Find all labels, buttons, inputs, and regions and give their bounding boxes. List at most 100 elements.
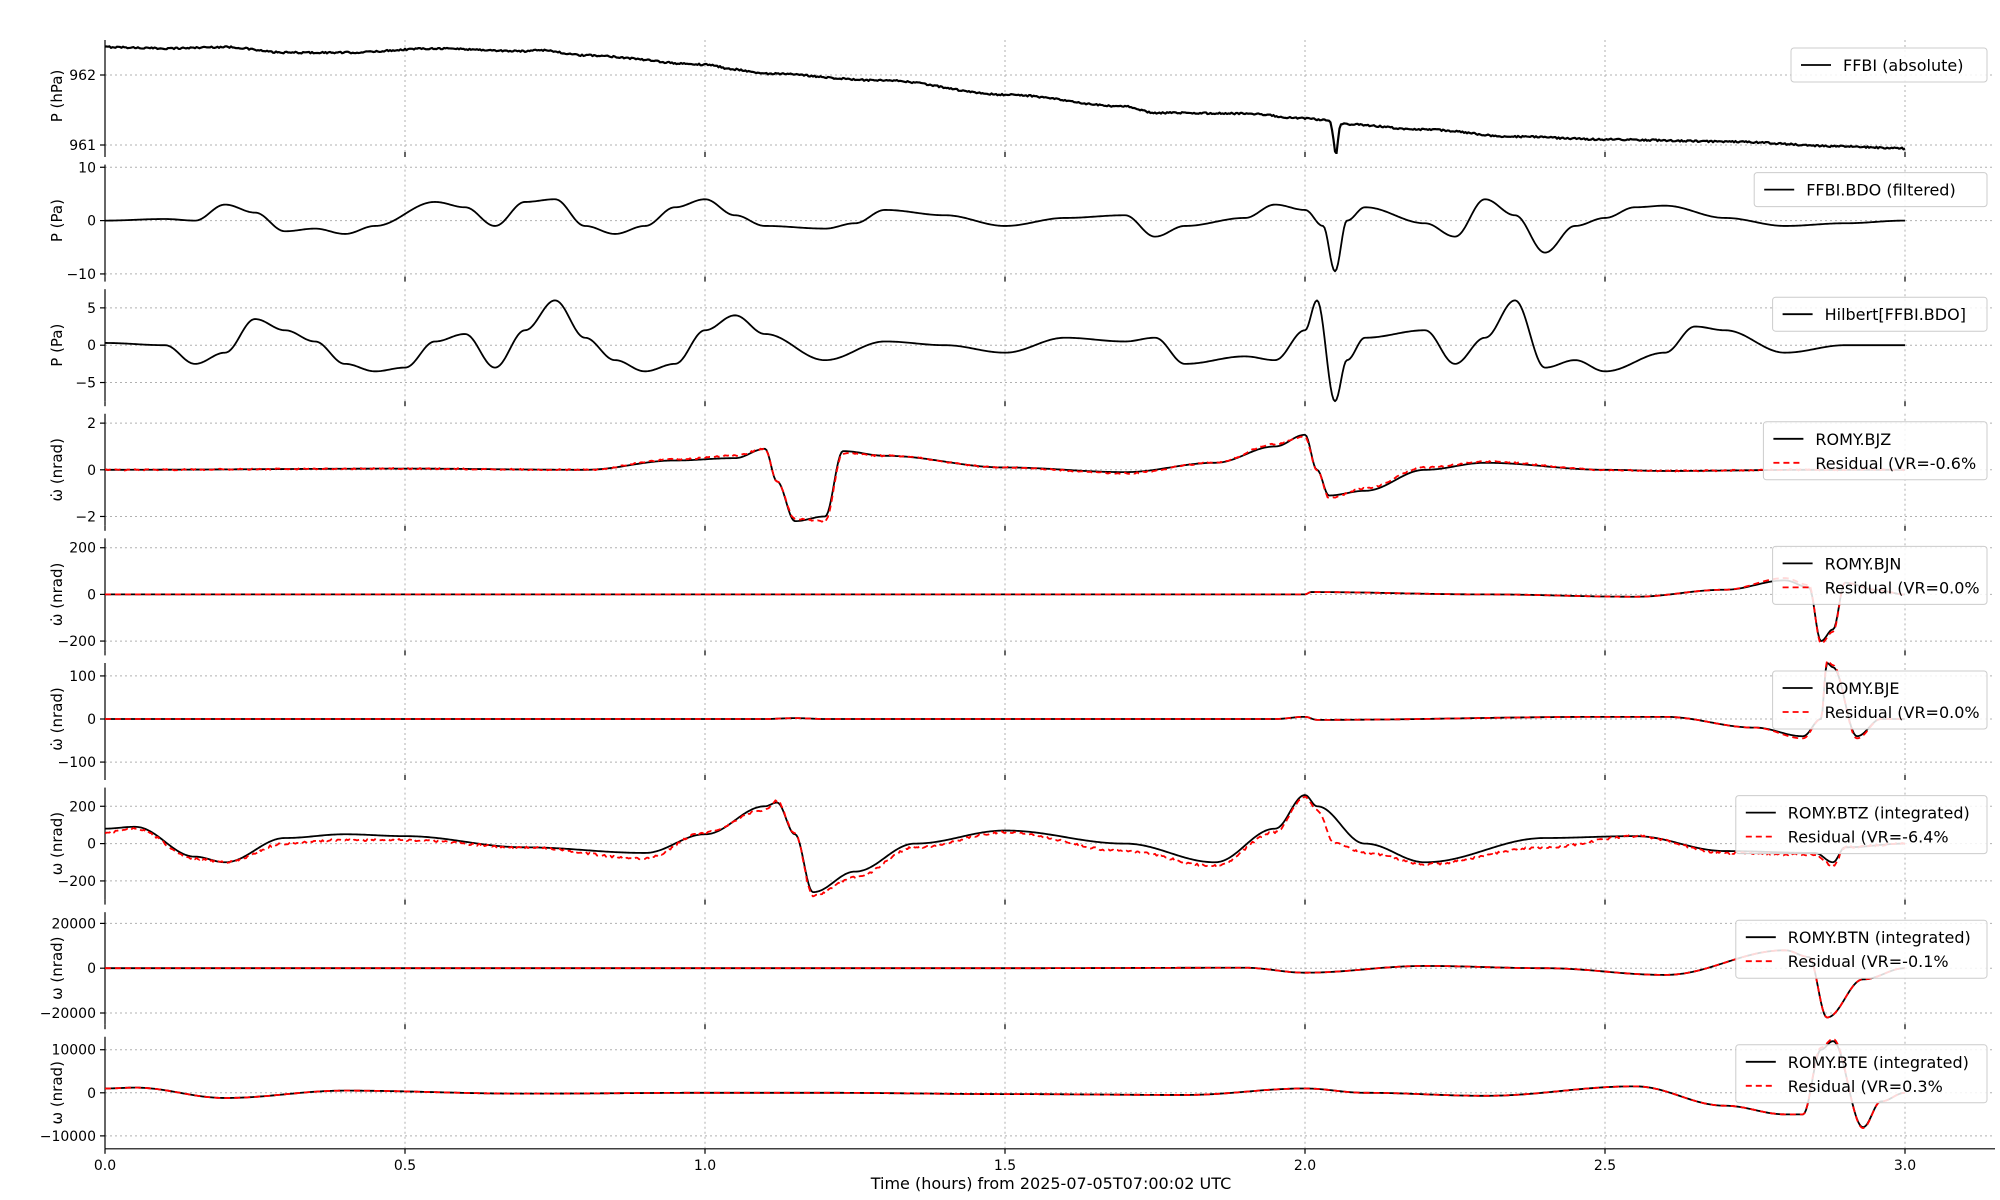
y-tick-label: 0 bbox=[87, 338, 96, 354]
legend-label: Residual (VR=-0.1% bbox=[1788, 952, 1949, 971]
legend-box bbox=[1790, 47, 1988, 83]
y-tick-label: 0 bbox=[87, 1086, 96, 1102]
legend: ROMY.BTE (integrated) Residual (VR=0.3% bbox=[1735, 1044, 1988, 1104]
legend-box bbox=[1735, 919, 1988, 979]
x-tick-label: 2.5 bbox=[1594, 1158, 1616, 1174]
x-tick-label: 0.0 bbox=[94, 1158, 116, 1174]
y-tick-label: 0 bbox=[87, 463, 96, 479]
y-axis-label: ω̇ (nrad) bbox=[48, 687, 66, 750]
y-tick-label: 10000 bbox=[51, 1043, 96, 1059]
y-axis-label: ω (nrad) bbox=[48, 812, 66, 875]
y-tick-label: −100 bbox=[58, 755, 96, 771]
panel-3: −5 0 5 P (Pa) Hilbert[FFBI.BDO] bbox=[48, 289, 1995, 407]
x-tick-label: 0.5 bbox=[394, 1158, 416, 1174]
y-tick-label: −200 bbox=[58, 634, 96, 650]
legend-box bbox=[1735, 795, 1988, 855]
x-axis: 0.0 0.5 1.0 1.5 2.0 2.5 3.0 bbox=[94, 1158, 1916, 1174]
x-axis-label: Time (hours) from 2025-07-05T07:00:02 UT… bbox=[870, 1174, 1232, 1193]
legend-label: FFBI (absolute) bbox=[1843, 56, 1963, 75]
legend-box bbox=[1762, 421, 1988, 481]
legend-label: Residual (VR=-0.6% bbox=[1815, 454, 1976, 473]
panel-4: −2 0 2 ω̇ (nrad) ROMY.BJZ Residual (VR=-0.6% bbox=[48, 413, 1995, 531]
series-line-1 bbox=[105, 299, 1905, 403]
x-tick-label: 2.0 bbox=[1294, 1158, 1316, 1174]
panel-8: −20000 0 20000 ω (nrad) ROMY.BTN (integrated… bbox=[40, 912, 1995, 1030]
legend-box bbox=[1753, 172, 1988, 208]
y-tick-label: −200 bbox=[58, 874, 96, 890]
y-axis-label: ω (nrad) bbox=[48, 936, 66, 999]
legend-box bbox=[1772, 670, 1988, 730]
legend: ROMY.BJE Residual (VR=0.0% bbox=[1772, 670, 1988, 730]
legend-label: ROMY.BTZ (integrated) bbox=[1788, 804, 1970, 823]
y-tick-label: −2 bbox=[75, 509, 96, 525]
legend-label: Residual (VR=0.0% bbox=[1825, 578, 1980, 597]
legend-box bbox=[1772, 545, 1988, 605]
legend: FFBI.BDO (filtered) bbox=[1753, 172, 1988, 208]
y-axis-label: P (Pa) bbox=[48, 324, 66, 367]
legend-label: ROMY.BJE bbox=[1825, 679, 1900, 698]
legend: ROMY.BJN Residual (VR=0.0% bbox=[1772, 545, 1988, 605]
y-axis-label: ω (nrad) bbox=[48, 1061, 66, 1124]
legend: Hilbert[FFBI.BDO] bbox=[1772, 296, 1988, 332]
y-tick-label: −20000 bbox=[40, 1006, 96, 1022]
series-line-2 bbox=[105, 435, 1906, 523]
series-line-1 bbox=[105, 794, 1906, 894]
legend: ROMY.BTN (integrated) Residual (VR=-0.1% bbox=[1735, 919, 1988, 979]
y-tick-label: −10000 bbox=[40, 1129, 96, 1145]
legend-label: Residual (VR=0.3% bbox=[1788, 1077, 1943, 1096]
legend-label: ROMY.BJN bbox=[1825, 554, 1902, 573]
y-tick-label: 10 bbox=[78, 160, 96, 176]
series-line-1 bbox=[105, 433, 1905, 523]
y-tick-label: 0 bbox=[87, 837, 96, 853]
y-tick-label: 962 bbox=[69, 68, 96, 84]
series-line-2 bbox=[105, 795, 1906, 898]
y-tick-label: 20000 bbox=[51, 916, 96, 932]
y-axis-label: P (Pa) bbox=[48, 199, 66, 242]
series-line-2 bbox=[105, 661, 1905, 740]
series-line-1 bbox=[105, 45, 1906, 154]
legend: ROMY.BJZ Residual (VR=-0.6% bbox=[1762, 421, 1988, 481]
y-tick-label: 200 bbox=[69, 799, 96, 815]
y-tick-label: 0 bbox=[87, 961, 96, 977]
x-tick-label: 1.5 bbox=[994, 1158, 1016, 1174]
legend-label: Residual (VR=-6.4% bbox=[1788, 828, 1949, 847]
legend-label: Residual (VR=0.0% bbox=[1825, 703, 1980, 722]
series-line-1 bbox=[105, 198, 1905, 273]
legend-label: ROMY.BTN (integrated) bbox=[1788, 928, 1971, 947]
y-tick-label: −10 bbox=[66, 267, 96, 283]
legend-label: ROMY.BTE (integrated) bbox=[1788, 1053, 1969, 1072]
panel-2: −10 0 10 P (Pa) FFBI.BDO (filtered) bbox=[48, 160, 1995, 283]
panel-9: −10000 0 10000 ω (nrad) ROMY.BTE (integrated… bbox=[40, 1036, 1995, 1154]
legend-label: ROMY.BJZ bbox=[1815, 430, 1891, 449]
y-tick-label: 2 bbox=[87, 416, 96, 432]
legend-box bbox=[1772, 296, 1988, 332]
y-tick-label: 5 bbox=[87, 301, 96, 317]
legend-label: FFBI.BDO (filtered) bbox=[1806, 181, 1956, 200]
y-tick-label: −5 bbox=[75, 376, 96, 392]
legend-label: Hilbert[FFBI.BDO] bbox=[1825, 305, 1966, 324]
y-tick-label: 0 bbox=[87, 712, 96, 728]
y-axis-label: ω̇ (nrad) bbox=[48, 438, 66, 501]
y-tick-label: 0 bbox=[87, 214, 96, 230]
y-tick-label: 200 bbox=[69, 541, 96, 557]
series-line-2 bbox=[105, 577, 1906, 645]
series-line-1 bbox=[105, 1040, 1906, 1129]
y-axis-label: ω̇ (nrad) bbox=[48, 563, 66, 626]
series-line-2 bbox=[105, 1038, 1906, 1130]
y-tick-label: 961 bbox=[69, 138, 96, 154]
x-tick-label: 3.0 bbox=[1894, 1158, 1916, 1174]
legend: FFBI (absolute) bbox=[1790, 47, 1988, 83]
y-tick-label: 100 bbox=[69, 669, 96, 685]
x-tick-label: 1.0 bbox=[694, 1158, 716, 1174]
y-axis-label: P (hPa) bbox=[48, 70, 66, 123]
legend-box bbox=[1735, 1044, 1988, 1104]
series-line-2 bbox=[105, 949, 1906, 1019]
legend: ROMY.BTZ (integrated) Residual (VR=-6.4% bbox=[1735, 795, 1988, 855]
y-tick-label: 0 bbox=[87, 587, 96, 603]
